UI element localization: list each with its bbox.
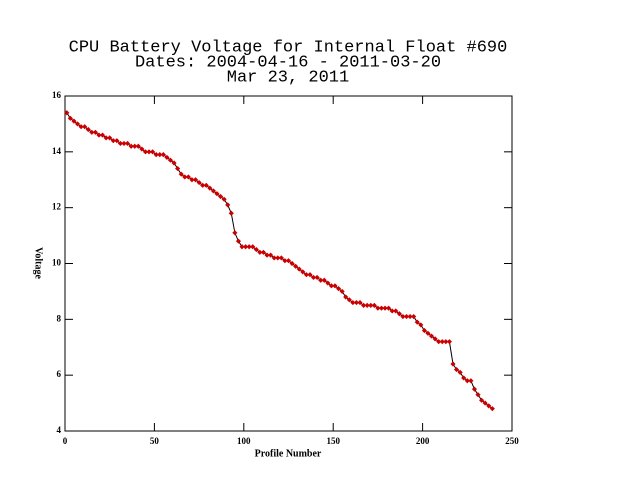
data-point bbox=[475, 392, 481, 398]
data-point bbox=[293, 263, 299, 269]
y-tick-label: 6 bbox=[57, 369, 62, 379]
data-point bbox=[92, 129, 98, 135]
data-point bbox=[296, 266, 302, 272]
data-point bbox=[393, 308, 399, 314]
data-point bbox=[414, 319, 420, 325]
x-axis-label: Profile Number bbox=[255, 448, 322, 459]
data-point bbox=[225, 202, 231, 208]
data-point bbox=[471, 386, 478, 392]
data-point bbox=[228, 210, 234, 216]
data-point bbox=[421, 327, 427, 334]
data-point bbox=[217, 193, 224, 200]
data-point bbox=[196, 179, 202, 186]
data-point bbox=[314, 274, 320, 281]
data-point bbox=[307, 272, 313, 278]
data-point bbox=[454, 367, 460, 373]
data-point bbox=[185, 174, 191, 180]
data-point bbox=[232, 230, 238, 236]
data-point bbox=[411, 313, 417, 320]
data-point bbox=[346, 297, 352, 303]
data-point bbox=[479, 397, 485, 403]
data-point bbox=[482, 400, 488, 406]
data-point bbox=[64, 110, 70, 116]
data-point bbox=[425, 330, 431, 336]
data-point bbox=[160, 152, 166, 158]
data-point bbox=[125, 140, 131, 147]
data-point bbox=[99, 132, 106, 138]
data-point bbox=[325, 280, 331, 286]
data-point bbox=[114, 138, 120, 144]
data-point bbox=[175, 166, 181, 172]
data-point bbox=[82, 124, 88, 130]
data-point bbox=[300, 269, 306, 275]
data-point bbox=[446, 339, 452, 345]
series-line bbox=[66, 112, 493, 410]
data-point bbox=[450, 361, 456, 367]
chart-title: CPU Battery Voltage for Internal Float #… bbox=[69, 38, 508, 57]
data-point bbox=[107, 135, 113, 141]
x-tick-label: 200 bbox=[416, 436, 430, 446]
y-tick-label: 12 bbox=[52, 202, 62, 212]
data-point bbox=[343, 294, 349, 300]
data-point bbox=[285, 258, 292, 264]
data-point bbox=[192, 177, 199, 183]
data-point bbox=[386, 305, 392, 311]
data-point bbox=[489, 406, 495, 412]
data-point bbox=[332, 283, 338, 289]
data-point bbox=[67, 115, 73, 121]
data-point bbox=[396, 311, 402, 317]
data-point bbox=[85, 126, 91, 133]
y-axis-label: Voltage bbox=[33, 247, 44, 279]
y-tick-label: 8 bbox=[57, 313, 62, 323]
x-tick-label: 100 bbox=[237, 436, 251, 446]
data-point bbox=[203, 182, 209, 188]
data-point bbox=[171, 160, 177, 166]
data-point bbox=[71, 118, 77, 124]
data-point bbox=[268, 252, 274, 258]
data-point bbox=[250, 244, 256, 250]
data-point bbox=[432, 336, 438, 342]
data-point bbox=[321, 277, 327, 283]
data-point bbox=[468, 378, 474, 384]
data-point bbox=[178, 171, 184, 177]
y-tick-label: 14 bbox=[52, 146, 62, 156]
data-point bbox=[371, 302, 377, 308]
data-point bbox=[486, 403, 492, 409]
data-point bbox=[289, 260, 295, 267]
data-point bbox=[150, 149, 156, 155]
data-point bbox=[418, 322, 424, 328]
y-tick-label: 4 bbox=[57, 425, 62, 435]
data-point bbox=[253, 246, 259, 253]
data-point bbox=[335, 286, 342, 292]
data-point bbox=[207, 185, 213, 191]
data-point bbox=[278, 255, 284, 261]
data-point bbox=[139, 146, 145, 152]
data-point bbox=[74, 121, 81, 127]
data-point bbox=[210, 188, 216, 194]
data-point bbox=[457, 369, 463, 375]
chart-date: Mar 23, 2011 bbox=[227, 68, 349, 87]
data-point bbox=[164, 154, 170, 160]
x-tick-label: 50 bbox=[150, 436, 160, 446]
data-point bbox=[135, 143, 141, 149]
data-point bbox=[461, 375, 467, 381]
x-tick-label: 250 bbox=[505, 436, 519, 446]
data-point bbox=[357, 300, 363, 306]
data-point bbox=[221, 196, 227, 202]
x-tick-label: 0 bbox=[63, 436, 68, 446]
data-point bbox=[214, 191, 220, 197]
data-point bbox=[167, 157, 174, 163]
x-tick-label: 150 bbox=[326, 436, 340, 446]
data-point bbox=[339, 288, 345, 294]
data-point bbox=[428, 333, 435, 339]
data-point bbox=[260, 249, 267, 255]
data-point bbox=[235, 238, 242, 244]
y-tick-label: 10 bbox=[52, 258, 62, 268]
chart-subtitle: Dates: 2004-04-16 - 2011-03-20 bbox=[135, 53, 441, 72]
y-tick-label: 16 bbox=[52, 90, 62, 100]
